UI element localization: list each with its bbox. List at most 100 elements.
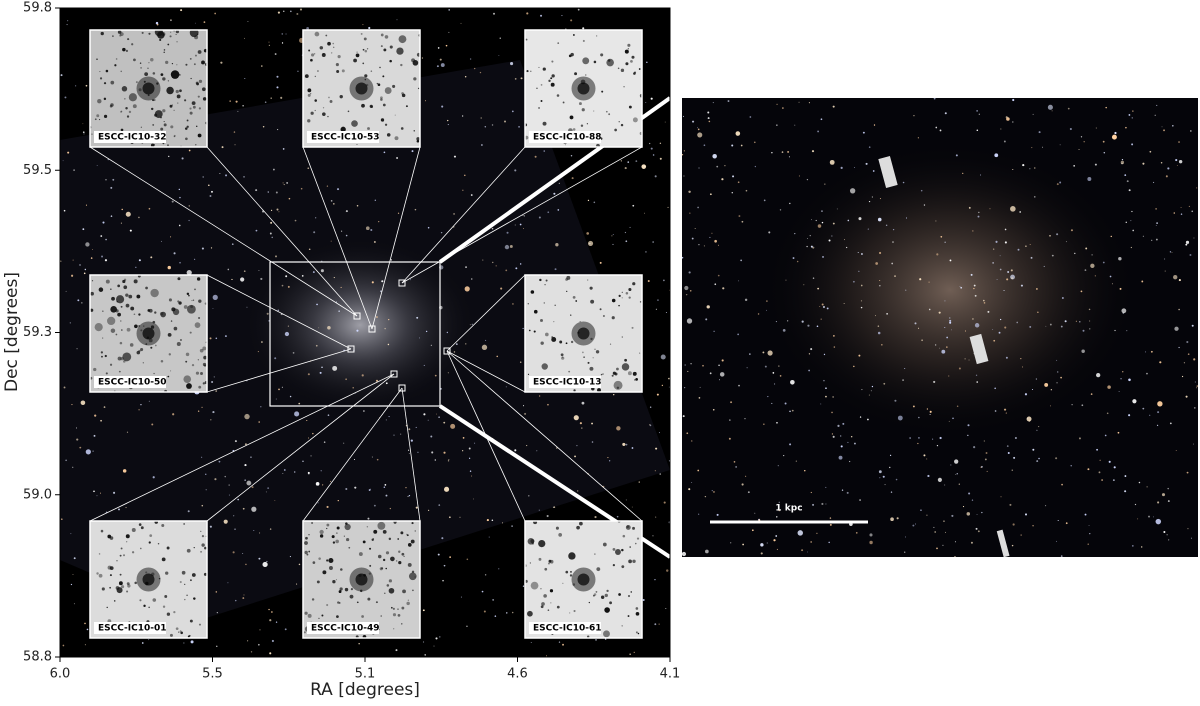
star bbox=[140, 403, 142, 406]
star bbox=[498, 568, 500, 570]
inset-source bbox=[150, 107, 154, 111]
star bbox=[779, 209, 782, 211]
star bbox=[987, 310, 990, 313]
inset-source bbox=[384, 123, 388, 126]
inset-frame bbox=[524, 520, 643, 639]
star bbox=[821, 221, 824, 224]
inset-source bbox=[380, 33, 384, 37]
star bbox=[825, 395, 827, 398]
star bbox=[776, 103, 778, 105]
inset-source bbox=[163, 49, 166, 51]
inset-source bbox=[599, 308, 602, 311]
inset-source bbox=[411, 522, 414, 525]
inset-source bbox=[169, 633, 173, 637]
star bbox=[371, 456, 373, 458]
star bbox=[959, 286, 961, 288]
star bbox=[481, 344, 488, 351]
star bbox=[253, 530, 255, 532]
star bbox=[832, 105, 835, 108]
inset-source bbox=[336, 526, 340, 530]
inset-source bbox=[179, 630, 182, 633]
inset-source bbox=[200, 530, 202, 532]
inset-source bbox=[196, 82, 199, 86]
star bbox=[894, 399, 897, 402]
star bbox=[1163, 129, 1165, 132]
inset-source bbox=[154, 311, 157, 314]
star bbox=[659, 157, 662, 160]
star bbox=[290, 10, 292, 13]
star bbox=[1032, 525, 1034, 527]
star bbox=[224, 335, 227, 338]
star bbox=[474, 67, 476, 70]
star bbox=[1026, 416, 1032, 422]
inset-source bbox=[118, 581, 123, 586]
star bbox=[789, 202, 791, 205]
star bbox=[867, 228, 869, 230]
star bbox=[482, 259, 484, 261]
star bbox=[409, 279, 411, 281]
star bbox=[1027, 418, 1029, 419]
inset-source bbox=[369, 547, 372, 550]
star bbox=[466, 625, 468, 627]
inset-source bbox=[633, 71, 637, 74]
star bbox=[219, 173, 221, 175]
star bbox=[697, 128, 700, 131]
inset-source bbox=[309, 92, 312, 95]
star bbox=[213, 376, 215, 378]
star bbox=[430, 435, 433, 438]
inset-source bbox=[148, 606, 150, 609]
inset-source bbox=[125, 293, 129, 297]
star bbox=[462, 436, 465, 439]
inset-source bbox=[98, 573, 103, 578]
star bbox=[453, 155, 456, 158]
star bbox=[1156, 104, 1158, 106]
inset-source bbox=[631, 55, 635, 59]
inset-source bbox=[569, 574, 573, 577]
inset-source bbox=[117, 356, 122, 361]
star bbox=[731, 192, 733, 194]
inset-source bbox=[100, 529, 104, 533]
star bbox=[260, 65, 263, 67]
inset-source bbox=[191, 300, 193, 302]
inset-source bbox=[91, 133, 93, 135]
star bbox=[1004, 326, 1007, 329]
star bbox=[1112, 479, 1115, 482]
star bbox=[970, 541, 973, 544]
star bbox=[71, 404, 73, 406]
star bbox=[492, 12, 496, 15]
star bbox=[434, 459, 436, 461]
star bbox=[281, 386, 283, 388]
star bbox=[274, 500, 276, 502]
inset-source bbox=[312, 561, 316, 564]
star bbox=[94, 414, 97, 417]
inset-source bbox=[304, 541, 308, 545]
star bbox=[853, 442, 856, 445]
star bbox=[273, 168, 275, 171]
inset-source bbox=[322, 53, 325, 55]
inset-source bbox=[116, 560, 118, 562]
star bbox=[270, 97, 272, 99]
star bbox=[712, 153, 717, 159]
inset-source bbox=[316, 580, 320, 584]
y-tick-label: 59.8 bbox=[23, 1, 52, 16]
inset-source bbox=[575, 300, 578, 302]
inset-source bbox=[608, 113, 611, 116]
star bbox=[697, 469, 700, 472]
star bbox=[122, 469, 127, 473]
star bbox=[787, 150, 790, 153]
star bbox=[1007, 270, 1010, 273]
star bbox=[67, 151, 70, 154]
star bbox=[374, 199, 376, 201]
star bbox=[861, 253, 863, 255]
star bbox=[1155, 224, 1157, 226]
star bbox=[912, 405, 915, 408]
inset-source bbox=[314, 109, 316, 112]
star bbox=[471, 475, 473, 477]
star bbox=[160, 240, 162, 242]
inset-source bbox=[396, 560, 398, 562]
star bbox=[964, 358, 966, 360]
star bbox=[215, 390, 218, 392]
inset-source bbox=[175, 89, 179, 94]
star bbox=[1178, 159, 1183, 164]
star bbox=[890, 491, 893, 493]
